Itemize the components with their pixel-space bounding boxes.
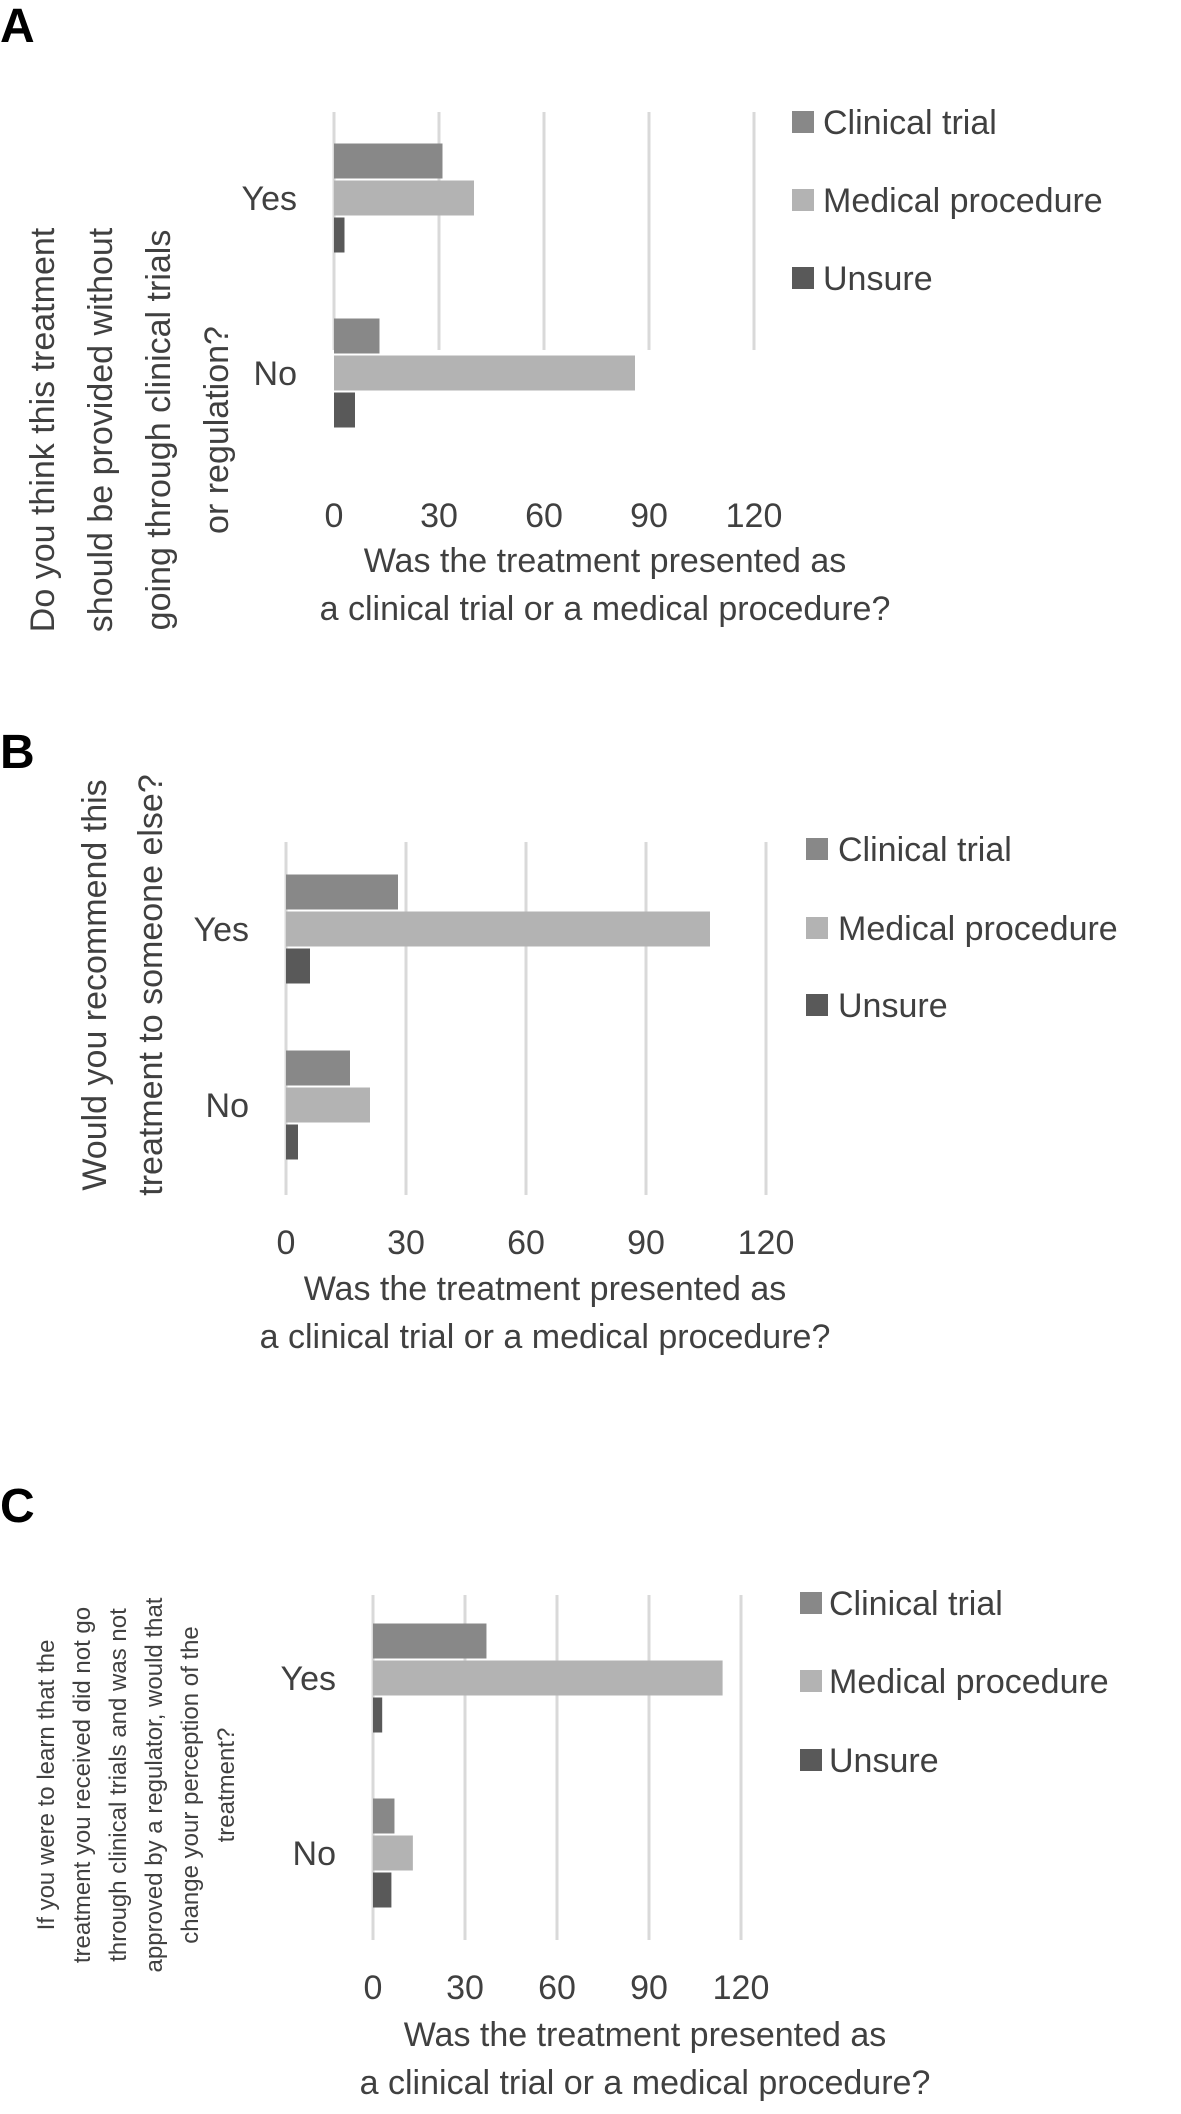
- panel-a-ylabel-line-4: or regulation?: [198, 326, 236, 534]
- panel-a-legend-swatch-clinical-trial: [792, 111, 814, 133]
- panel-b-xtick-30: 30: [387, 1224, 425, 1262]
- panel-a-xtick-60: 60: [525, 497, 563, 535]
- panel-c-xlabel-line-1: Was the treatment presented as: [404, 2016, 887, 2054]
- panel-b-bar-yes-unsure: [286, 948, 310, 984]
- panel-b-bar-yes-medical-procedure: [286, 911, 710, 947]
- panel-c-ylabel-line-1: If you were to learn that the: [33, 1640, 60, 1931]
- panel-a-xtick-90: 90: [630, 497, 668, 535]
- panel-a-ylabel-line-3: going through clinical trials: [140, 230, 178, 631]
- panel-a-ylabel-line-2: should be provided without: [82, 227, 120, 632]
- panel-a-bar-yes-medical-procedure: [334, 180, 474, 216]
- panel-c-legend-label-clinical-trial: Clinical trial: [829, 1585, 1003, 1623]
- panel-b-category-label-yes: Yes: [194, 911, 249, 949]
- panel-b-bar-no-unsure: [286, 1124, 298, 1160]
- panel-a-bar-yes-unsure: [334, 217, 345, 253]
- panel-b-xtick-60: 60: [507, 1224, 545, 1262]
- panel-a-ylabel-line-1: Do you think this treatment: [24, 227, 62, 632]
- panel-a-letter: A: [0, 0, 35, 53]
- panel-b-xlabel-line-2: a clinical trial or a medical procedure?: [260, 1318, 831, 1356]
- panel-b-legend-swatch-unsure: [806, 994, 828, 1016]
- panel-c-bar-no-unsure: [373, 1872, 392, 1908]
- panel-c-xlabel-line-2: a clinical trial or a medical procedure?: [360, 2064, 931, 2102]
- panel-c-legend-swatch-unsure: [800, 1749, 822, 1771]
- panel-b-legend-label-clinical-trial: Clinical trial: [838, 831, 1012, 869]
- panel-b-legend-swatch-medical-procedure: [806, 917, 828, 939]
- panel-c-xtick-120: 120: [713, 1969, 770, 2007]
- panel-c-legend-swatch-clinical-trial: [800, 1592, 822, 1614]
- panel-b-legend-swatch-clinical-trial: [806, 838, 828, 860]
- panel-a-bar-no-medical-procedure: [334, 355, 635, 391]
- panel-c-letter: C: [0, 1480, 35, 1533]
- panel-c-bar-no-clinical-trial: [373, 1798, 395, 1834]
- panel-c-ylabel-line-4: approved by a regulator, would that: [141, 1597, 168, 1972]
- panel-c-ylabel-line-3: through clinical trials and was not: [105, 1608, 132, 1962]
- panel-b-xlabel-line-1: Was the treatment presented as: [304, 1270, 787, 1308]
- panel-c-xtick-90: 90: [630, 1969, 668, 2007]
- panel-c-ylabel-line-5: change your perception of the: [177, 1626, 204, 1944]
- panel-c-xtick-60: 60: [538, 1969, 576, 2007]
- panel-a-legend-swatch-unsure: [792, 267, 814, 289]
- panel-c-bar-yes-unsure: [373, 1697, 383, 1733]
- panel-c-category-label-yes: Yes: [281, 1660, 336, 1698]
- panel-b-xtick-120: 120: [738, 1224, 795, 1262]
- panel-b-letter: B: [0, 726, 35, 779]
- panel-c-legend-swatch-medical-procedure: [800, 1670, 822, 1692]
- panel-a-xtick-0: 0: [325, 497, 344, 535]
- panel-a-legend-label-clinical-trial: Clinical trial: [823, 104, 997, 142]
- panel-c-bar-yes-medical-procedure: [373, 1660, 723, 1696]
- panel-a-category-label-no: No: [254, 355, 297, 393]
- panel-a-bar-no-unsure: [334, 392, 355, 428]
- panel-b-bar-no-clinical-trial: [286, 1050, 350, 1086]
- panel-b-legend-label-medical-procedure: Medical procedure: [838, 910, 1118, 948]
- panel-b-category-label-no: No: [206, 1087, 249, 1125]
- panel-a-xtick-120: 120: [726, 497, 783, 535]
- panel-c-legend-label-medical-procedure: Medical procedure: [829, 1663, 1109, 1701]
- panel-a-bar-yes-clinical-trial: [334, 143, 443, 179]
- panel-c-ylabel-line-2: treatment you received did not go: [69, 1607, 96, 1963]
- panel-a-xlabel-line-1: Was the treatment presented as: [364, 542, 847, 580]
- panel-b-ylabel-line-2: treatment to someone else?: [132, 774, 170, 1195]
- panel-b-legend-label-unsure: Unsure: [838, 987, 948, 1025]
- panel-a-bar-no-clinical-trial: [334, 318, 380, 354]
- panel-a-legend-label-medical-procedure: Medical procedure: [823, 182, 1103, 220]
- panel-b-xtick-90: 90: [627, 1224, 665, 1262]
- panel-c-bar-no-medical-procedure: [373, 1835, 413, 1871]
- panel-c-category-label-no: No: [293, 1835, 336, 1873]
- panel-b-ylabel-line-1: Would you recommend this: [76, 779, 114, 1190]
- panel-a-xtick-30: 30: [420, 497, 458, 535]
- panel-c-xtick-0: 0: [364, 1969, 383, 2007]
- panel-c-bar-yes-clinical-trial: [373, 1623, 487, 1659]
- panel-b-bar-no-medical-procedure: [286, 1087, 370, 1123]
- panel-c-ylabel-line-6: treatment?: [213, 1728, 240, 1843]
- panel-c-legend-label-unsure: Unsure: [829, 1742, 939, 1780]
- panel-a-legend-swatch-medical-procedure: [792, 189, 814, 211]
- panel-a-xlabel-line-2: a clinical trial or a medical procedure?: [320, 590, 891, 628]
- panel-a-category-label-yes: Yes: [242, 180, 297, 218]
- panel-c-xtick-30: 30: [446, 1969, 484, 2007]
- panel-b-xtick-0: 0: [277, 1224, 296, 1262]
- panel-b-bar-yes-clinical-trial: [286, 874, 398, 910]
- panel-a-legend-label-unsure: Unsure: [823, 260, 933, 298]
